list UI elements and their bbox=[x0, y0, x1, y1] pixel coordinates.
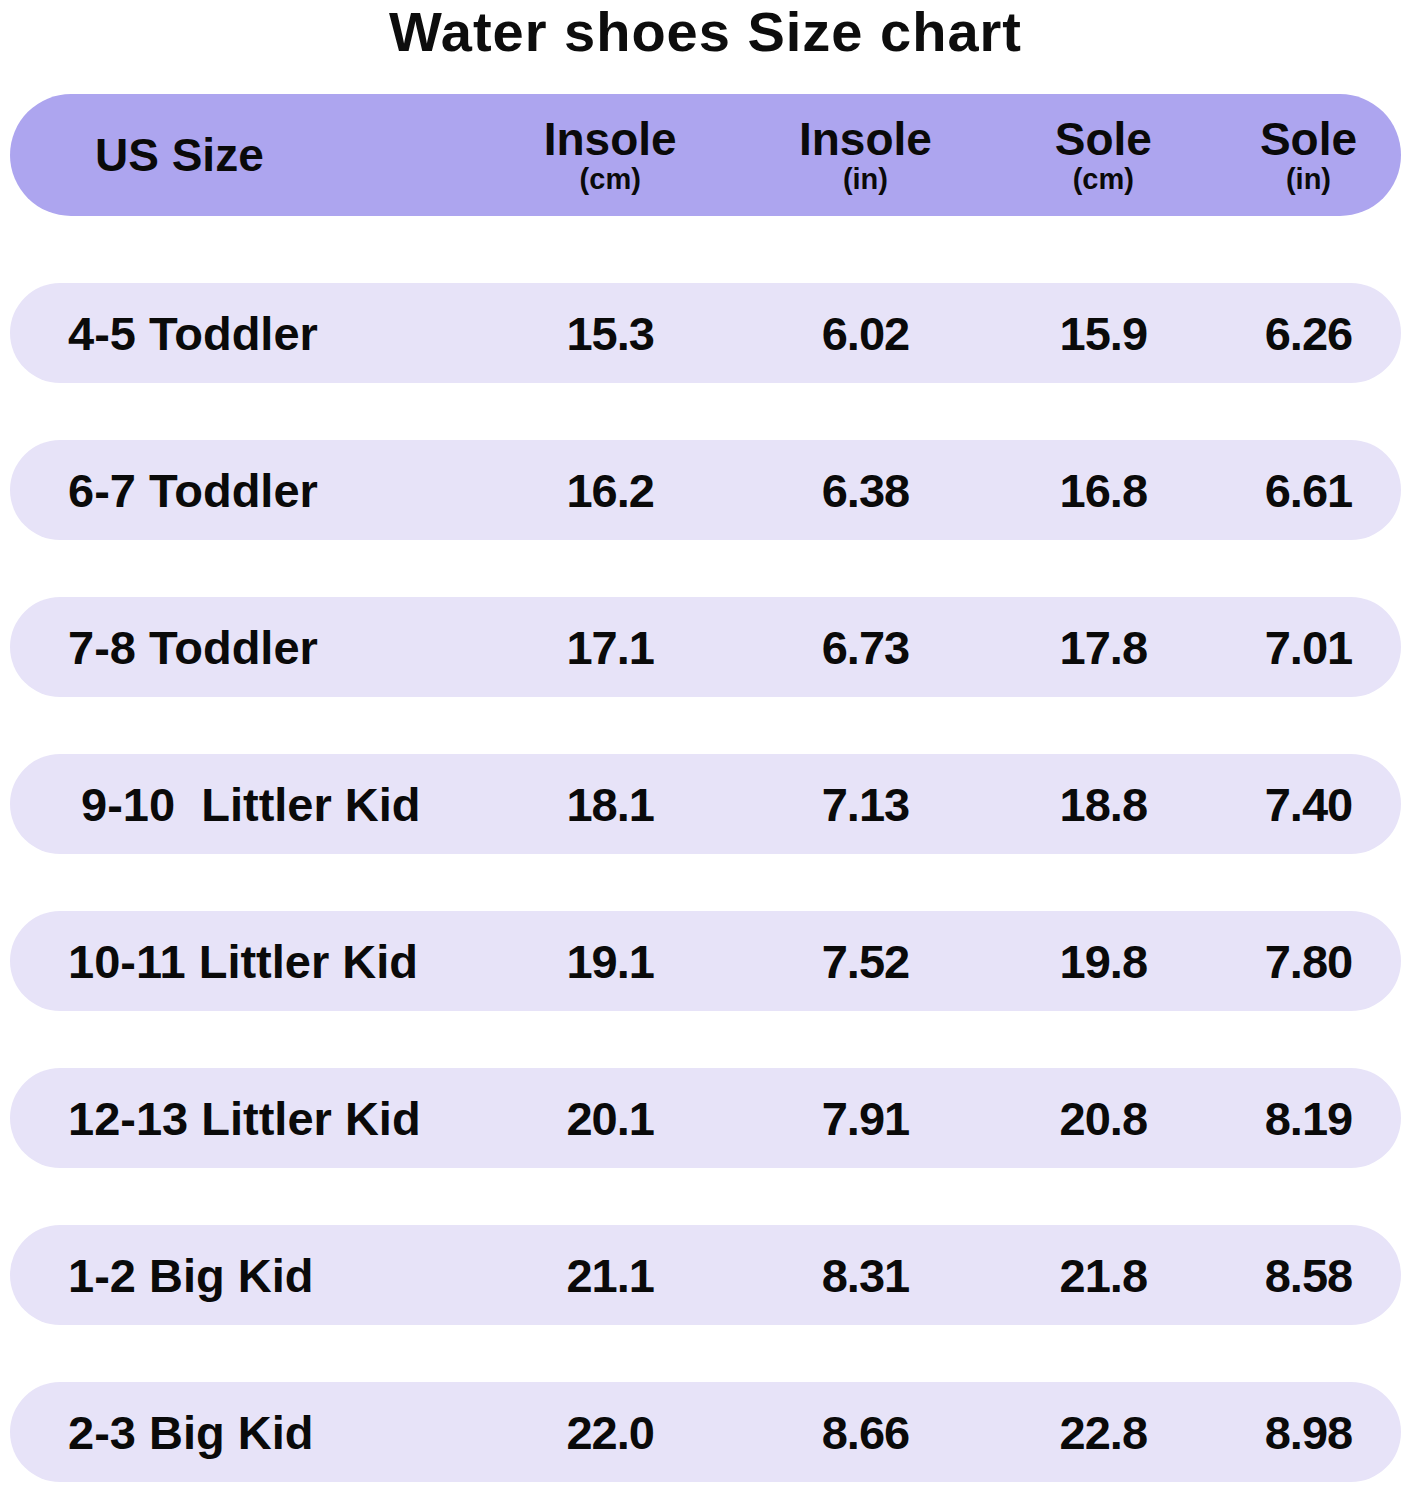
sole-cm-cell: 21.8 bbox=[991, 1252, 1216, 1299]
sole-in-cell: 8.19 bbox=[1216, 1095, 1401, 1142]
sole-in-cell: 7.40 bbox=[1216, 781, 1401, 828]
sole-cm-cell: 17.8 bbox=[991, 624, 1216, 671]
sole-cm-cell: 16.8 bbox=[991, 467, 1216, 514]
insole-in-cell: 6.02 bbox=[740, 310, 990, 357]
insole-in-cell: 8.66 bbox=[740, 1409, 990, 1456]
table-row: 7-8 Toddler 17.1 6.73 17.8 7.01 bbox=[10, 597, 1401, 697]
sole-cm-cell: 15.9 bbox=[991, 310, 1216, 357]
us-size-cell: 7-8 Toddler bbox=[10, 624, 480, 671]
column-header-label: Sole bbox=[1055, 116, 1152, 162]
sole-cm-cell: 20.8 bbox=[991, 1095, 1216, 1142]
page-title: Water shoes Size chart bbox=[0, 0, 1411, 60]
insole-cm-cell: 22.0 bbox=[480, 1409, 740, 1456]
table-row: 6-7 Toddler 16.2 6.38 16.8 6.61 bbox=[10, 440, 1401, 540]
column-header-unit: (in) bbox=[843, 165, 888, 194]
us-size-cell: 12-13 Littler Kid bbox=[10, 1095, 480, 1142]
sole-in-cell: 6.26 bbox=[1216, 310, 1401, 357]
insole-in-cell: 6.38 bbox=[740, 467, 990, 514]
table-body: 4-5 Toddler 15.3 6.02 15.9 6.26 6-7 Todd… bbox=[10, 283, 1401, 1482]
us-size-cell: 2-3 Big Kid bbox=[10, 1409, 480, 1456]
us-size-cell: 1-2 Big Kid bbox=[10, 1252, 480, 1299]
column-header-insole-in: Insole (in) bbox=[740, 116, 990, 194]
column-header-us-size: US Size bbox=[10, 132, 480, 178]
insole-cm-cell: 20.1 bbox=[480, 1095, 740, 1142]
column-header-label: Insole bbox=[799, 116, 932, 162]
table-row: 10-11 Littler Kid 19.1 7.52 19.8 7.80 bbox=[10, 911, 1401, 1011]
column-header-label: US Size bbox=[95, 132, 264, 178]
us-size-cell: 9-10 Littler Kid bbox=[10, 781, 480, 828]
insole-cm-cell: 16.2 bbox=[480, 467, 740, 514]
insole-cm-cell: 15.3 bbox=[480, 310, 740, 357]
column-header-unit: (cm) bbox=[580, 165, 641, 194]
insole-cm-cell: 17.1 bbox=[480, 624, 740, 671]
column-header-label: Insole bbox=[544, 116, 677, 162]
column-header-sole-in: Sole (in) bbox=[1216, 116, 1401, 194]
table-row: 2-3 Big Kid 22.0 8.66 22.8 8.98 bbox=[10, 1382, 1401, 1482]
sole-cm-cell: 18.8 bbox=[991, 781, 1216, 828]
us-size-cell: 10-11 Littler Kid bbox=[10, 938, 480, 985]
sole-in-cell: 7.80 bbox=[1216, 938, 1401, 985]
sole-in-cell: 8.58 bbox=[1216, 1252, 1401, 1299]
size-chart-table: US Size Insole (cm) Insole (in) Sole (cm… bbox=[10, 94, 1401, 1482]
column-header-insole-cm: Insole (cm) bbox=[480, 116, 740, 194]
sole-in-cell: 7.01 bbox=[1216, 624, 1401, 671]
column-header-unit: (in) bbox=[1286, 165, 1331, 194]
insole-in-cell: 6.73 bbox=[740, 624, 990, 671]
sole-cm-cell: 19.8 bbox=[991, 938, 1216, 985]
sole-in-cell: 6.61 bbox=[1216, 467, 1401, 514]
us-size-cell: 4-5 Toddler bbox=[10, 310, 480, 357]
table-row: 1-2 Big Kid 21.1 8.31 21.8 8.58 bbox=[10, 1225, 1401, 1325]
table-header-row: US Size Insole (cm) Insole (in) Sole (cm… bbox=[10, 94, 1401, 216]
us-size-cell: 6-7 Toddler bbox=[10, 467, 480, 514]
insole-in-cell: 8.31 bbox=[740, 1252, 990, 1299]
table-row: 9-10 Littler Kid 18.1 7.13 18.8 7.40 bbox=[10, 754, 1401, 854]
insole-cm-cell: 18.1 bbox=[480, 781, 740, 828]
table-row: 12-13 Littler Kid 20.1 7.91 20.8 8.19 bbox=[10, 1068, 1401, 1168]
sole-in-cell: 8.98 bbox=[1216, 1409, 1401, 1456]
insole-in-cell: 7.91 bbox=[740, 1095, 990, 1142]
insole-in-cell: 7.52 bbox=[740, 938, 990, 985]
table-row: 4-5 Toddler 15.3 6.02 15.9 6.26 bbox=[10, 283, 1401, 383]
column-header-sole-cm: Sole (cm) bbox=[991, 116, 1216, 194]
insole-cm-cell: 21.1 bbox=[480, 1252, 740, 1299]
insole-in-cell: 7.13 bbox=[740, 781, 990, 828]
insole-cm-cell: 19.1 bbox=[480, 938, 740, 985]
sole-cm-cell: 22.8 bbox=[991, 1409, 1216, 1456]
column-header-label: Sole bbox=[1260, 116, 1357, 162]
column-header-unit: (cm) bbox=[1073, 165, 1134, 194]
